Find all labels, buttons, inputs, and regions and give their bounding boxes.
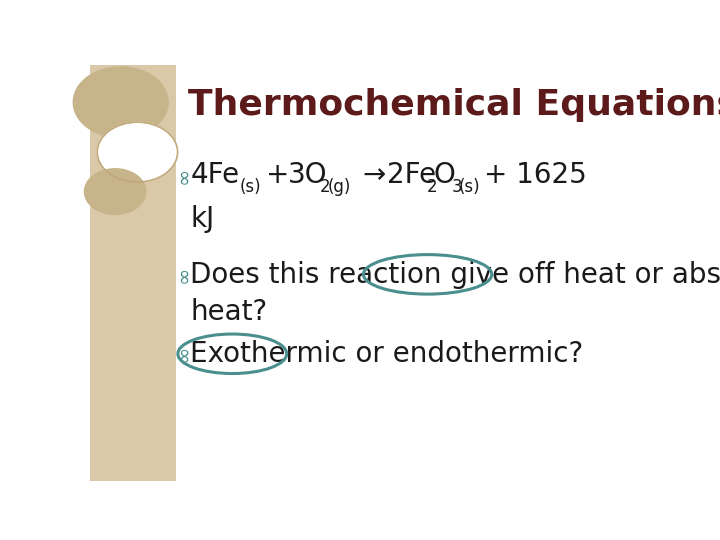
Text: 2: 2 bbox=[427, 178, 438, 195]
Text: O: O bbox=[433, 161, 456, 189]
Text: ∞: ∞ bbox=[174, 345, 193, 362]
Text: Does this reaction give off heat or absorb: Does this reaction give off heat or abso… bbox=[190, 261, 720, 289]
Text: ∞: ∞ bbox=[174, 166, 193, 184]
Text: heat?: heat? bbox=[190, 298, 268, 326]
Text: kJ: kJ bbox=[190, 205, 215, 233]
Text: ∞: ∞ bbox=[174, 266, 193, 284]
Text: 2Fe: 2Fe bbox=[387, 161, 436, 189]
Text: 3O: 3O bbox=[288, 161, 328, 189]
Text: (s): (s) bbox=[240, 178, 261, 195]
Text: (s): (s) bbox=[459, 178, 480, 195]
Text: Exothermic or endothermic?: Exothermic or endothermic? bbox=[190, 340, 584, 368]
Text: + 1625: + 1625 bbox=[484, 161, 587, 189]
Text: Thermochemical Equations: Thermochemical Equations bbox=[188, 87, 720, 122]
Text: +: + bbox=[266, 161, 289, 189]
Circle shape bbox=[84, 168, 145, 214]
Text: 4Fe: 4Fe bbox=[190, 161, 240, 189]
Circle shape bbox=[73, 67, 168, 138]
Text: (g): (g) bbox=[328, 178, 351, 195]
Text: →: → bbox=[362, 161, 385, 189]
Circle shape bbox=[97, 122, 178, 182]
Text: 3: 3 bbox=[451, 178, 462, 195]
Text: 2: 2 bbox=[320, 178, 330, 195]
Bar bbox=[90, 65, 176, 481]
